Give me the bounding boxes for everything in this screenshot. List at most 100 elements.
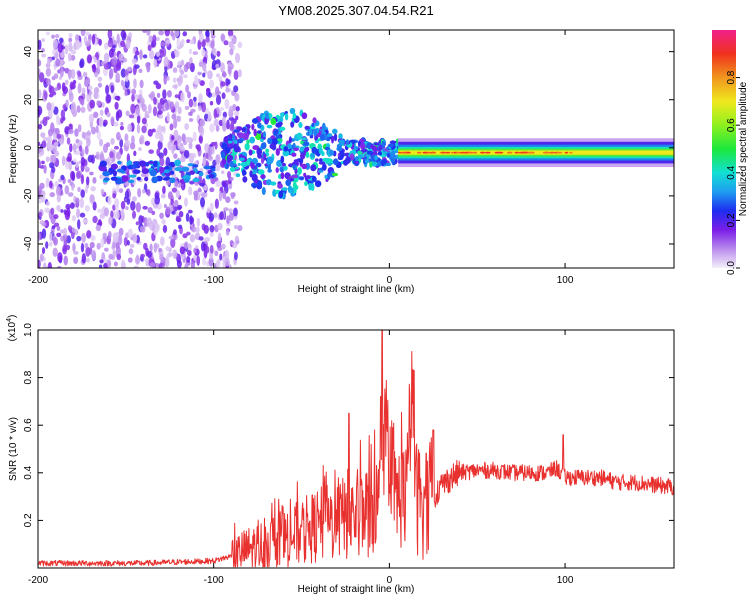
noise-speck — [132, 210, 137, 219]
noise-speck — [84, 186, 88, 194]
burst-speck — [248, 149, 253, 156]
burst-speck — [292, 142, 296, 149]
noise-speck — [135, 105, 140, 116]
noise-speck — [45, 31, 50, 36]
carrier-peak — [440, 151, 448, 154]
carrier-peak — [416, 151, 422, 154]
noise-speck — [66, 156, 72, 162]
carrier-peak — [450, 151, 454, 154]
noise-speck — [201, 101, 207, 113]
noise-speck — [148, 50, 155, 60]
burst-speck — [256, 147, 263, 156]
noise-speck — [165, 206, 171, 216]
noise-speck — [203, 224, 209, 234]
burst-speck — [304, 125, 311, 130]
noise-speck — [237, 224, 243, 232]
noise-speck — [64, 185, 70, 195]
burst-speck — [321, 122, 326, 131]
noise-speck — [112, 241, 116, 249]
burst-speck — [364, 158, 370, 164]
noise-speck — [173, 144, 177, 151]
trail-speck — [110, 176, 118, 181]
snr-scale-label: (x104) — [6, 315, 18, 342]
noise-speck — [142, 104, 147, 112]
snr-scale-close: ) — [7, 315, 18, 318]
noise-speck — [197, 39, 202, 50]
burst-speck — [252, 169, 258, 174]
noise-speck — [163, 203, 168, 209]
noise-speck — [189, 57, 193, 65]
noise-speck — [189, 180, 195, 185]
noise-speck — [211, 92, 217, 98]
noise-speck — [41, 38, 46, 43]
burst-speck — [299, 146, 304, 152]
noise-speck — [132, 196, 137, 202]
noise-speck — [95, 224, 102, 232]
trail-speck — [116, 168, 125, 173]
noise-speck — [131, 58, 137, 65]
noise-speck — [43, 164, 47, 174]
noise-speck — [80, 174, 85, 185]
noise-speck — [139, 49, 143, 60]
noise-speck — [162, 185, 166, 195]
noise-speck — [81, 131, 86, 139]
burst-speck — [388, 143, 394, 148]
noise-speck — [45, 67, 52, 77]
trail-speck — [128, 174, 137, 178]
noise-speck — [63, 255, 69, 266]
noise-speck — [56, 232, 62, 238]
spectrogram-content — [38, 30, 674, 268]
noise-speck — [199, 126, 205, 137]
trail-speck — [149, 169, 158, 177]
noise-speck — [81, 148, 85, 157]
noise-speck — [104, 247, 109, 252]
noise-speck — [149, 243, 153, 252]
noise-speck — [47, 128, 54, 137]
noise-speck — [95, 125, 99, 134]
noise-speck — [96, 100, 102, 107]
noise-speck — [107, 39, 114, 48]
noise-speck — [38, 59, 42, 67]
noise-speck — [124, 90, 128, 97]
noise-speck — [185, 212, 190, 222]
noise-speck — [189, 62, 195, 73]
burst-speck — [310, 153, 316, 158]
carrier-peak — [527, 151, 533, 154]
noise-speck — [84, 242, 89, 249]
noise-speck — [136, 115, 141, 124]
noise-speck — [79, 212, 86, 218]
carrier-peak — [520, 151, 525, 154]
noise-speck — [38, 89, 42, 99]
noise-speck — [58, 178, 62, 183]
carrier-peak — [543, 151, 549, 154]
burst-speck — [281, 162, 286, 167]
noise-speck — [233, 70, 239, 81]
noise-speck — [119, 138, 124, 148]
burst-speck — [237, 138, 244, 144]
noise-speck — [54, 150, 60, 157]
noise-speck — [65, 203, 71, 210]
burst-speck — [267, 164, 272, 171]
burst-speck — [311, 146, 318, 154]
noise-speck — [38, 39, 42, 51]
burst-speck — [331, 128, 338, 135]
colorbar-tick-labels: 0.0 0.2 0.4 0.6 0.8 — [726, 70, 737, 275]
noise-speck — [53, 73, 59, 80]
noise-speck — [225, 229, 230, 236]
noise-speck — [56, 133, 62, 139]
noise-speck — [229, 48, 234, 56]
noise-speck — [224, 98, 230, 110]
noise-speck — [77, 219, 81, 230]
noise-speck — [108, 216, 113, 226]
noise-speck — [213, 108, 217, 119]
burst-speck — [311, 122, 315, 127]
noise-speck — [45, 116, 50, 121]
noise-speck — [60, 174, 65, 181]
noise-speck — [62, 244, 68, 255]
noise-speck — [89, 241, 95, 249]
burst-speck — [242, 176, 248, 183]
noise-speck — [227, 66, 232, 75]
noise-speck — [77, 186, 81, 193]
noise-speck — [45, 177, 50, 188]
noise-speck — [222, 190, 227, 200]
